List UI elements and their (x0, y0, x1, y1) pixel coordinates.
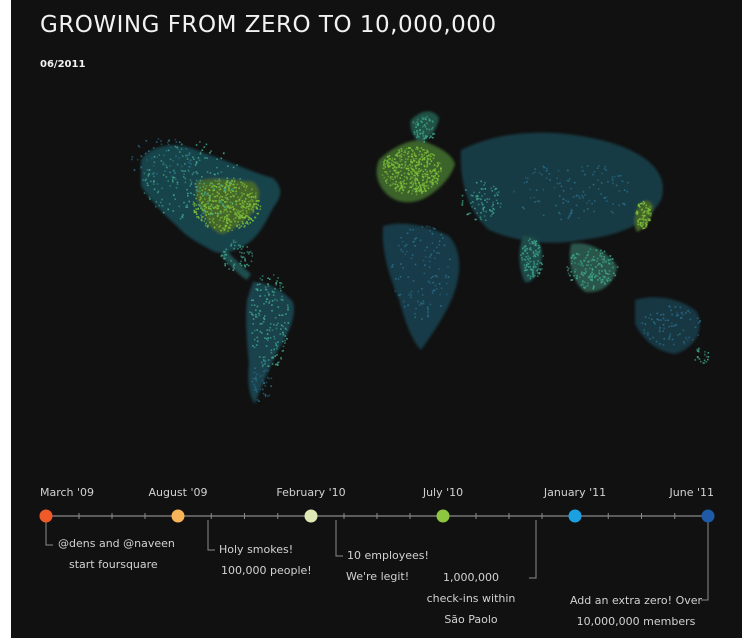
region-africa (382, 223, 460, 350)
milestone-date: July '10 (422, 486, 463, 499)
timeline: March '09 August '09 February '10 July '10 J… (39, 486, 715, 628)
milestone-marker (568, 509, 582, 523)
milestone-note: 1,000,000 (443, 571, 499, 584)
milestone-date: January '11 (543, 486, 606, 499)
date-label: 06/2011 (40, 59, 86, 70)
leader-line (45, 520, 53, 546)
milestone-note: check-ins within (427, 592, 516, 605)
milestone-date: June '11 (669, 486, 714, 499)
region-se-asia (569, 243, 617, 293)
milestone-note: start foursquare (69, 558, 158, 571)
milestone-marker (39, 509, 53, 523)
milestone-marker (304, 509, 318, 523)
milestone-note: Holy smokes! (219, 543, 293, 556)
milestone-marker (171, 509, 185, 523)
milestone-note: Add an extra zero! Over (570, 594, 703, 607)
infographic-frame: GROWING FROM ZERO TO 10,000,000 06/2011 (11, 0, 742, 638)
milestone-note: 100,000 people! (221, 564, 312, 577)
leader-line (335, 520, 343, 557)
leader-line (529, 520, 537, 579)
checkin-dots (131, 115, 710, 402)
page-title: GROWING FROM ZERO TO 10,000,000 (40, 12, 497, 38)
milestone-date: August '09 (148, 486, 207, 499)
world-checkin-map (131, 111, 710, 404)
region-south-america (246, 282, 294, 404)
milestone-dates: March '09 August '09 February '10 July '10 J… (40, 486, 714, 499)
milestone-markers (39, 509, 715, 523)
milestone-leaders (45, 520, 709, 601)
region-australia (635, 297, 700, 354)
timeline-ticks (78, 513, 676, 519)
milestone-note: 10,000,000 members (577, 615, 696, 628)
leader-line (701, 520, 709, 601)
region-asia (460, 132, 663, 243)
milestone-marker (436, 509, 450, 523)
leader-line (207, 520, 215, 551)
milestone-notes: @dens and @naveen start foursquare Holy sm… (58, 537, 703, 628)
milestone-note: We're legit! (346, 570, 409, 583)
milestone-note: 10 employees! (347, 549, 429, 562)
milestone-note: @dens and @naveen (58, 537, 175, 550)
milestone-note: São Paolo (444, 613, 498, 626)
milestone-marker (701, 509, 715, 523)
milestone-date: March '09 (40, 486, 94, 499)
region-central-america (221, 250, 251, 280)
milestone-date: February '10 (276, 486, 345, 499)
